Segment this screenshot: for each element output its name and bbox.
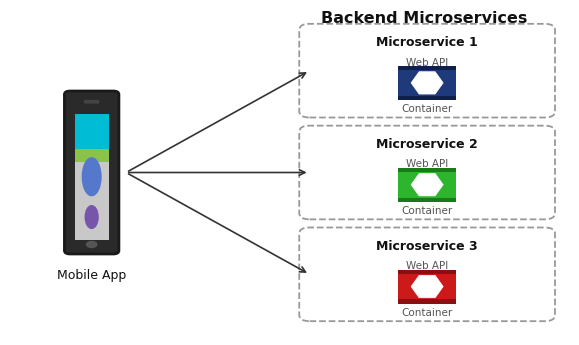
- FancyBboxPatch shape: [84, 100, 99, 104]
- Text: Container: Container: [401, 206, 453, 216]
- Circle shape: [86, 241, 97, 247]
- Text: Web API: Web API: [406, 261, 448, 271]
- Polygon shape: [411, 275, 443, 298]
- FancyBboxPatch shape: [398, 168, 456, 202]
- Ellipse shape: [82, 158, 101, 196]
- Text: Web API: Web API: [406, 159, 448, 169]
- FancyBboxPatch shape: [75, 149, 109, 161]
- FancyBboxPatch shape: [398, 96, 456, 100]
- FancyBboxPatch shape: [398, 269, 456, 274]
- Text: Container: Container: [401, 308, 453, 318]
- FancyBboxPatch shape: [398, 269, 456, 304]
- Text: Microservice 2: Microservice 2: [376, 138, 478, 151]
- FancyBboxPatch shape: [398, 198, 456, 202]
- FancyBboxPatch shape: [299, 126, 555, 219]
- Text: Container: Container: [401, 104, 453, 114]
- Ellipse shape: [85, 206, 98, 228]
- Polygon shape: [411, 174, 443, 196]
- FancyBboxPatch shape: [398, 168, 456, 172]
- FancyBboxPatch shape: [398, 66, 456, 100]
- Polygon shape: [411, 72, 443, 94]
- Text: Web API: Web API: [406, 58, 448, 68]
- Text: Backend Microservices: Backend Microservices: [321, 11, 527, 26]
- FancyBboxPatch shape: [64, 91, 119, 254]
- FancyBboxPatch shape: [299, 24, 555, 118]
- Text: Microservice 3: Microservice 3: [376, 240, 478, 253]
- FancyBboxPatch shape: [75, 114, 109, 149]
- FancyBboxPatch shape: [398, 299, 456, 304]
- Text: Microservice 1: Microservice 1: [376, 36, 478, 49]
- Text: Mobile App: Mobile App: [57, 269, 126, 282]
- FancyBboxPatch shape: [299, 227, 555, 321]
- FancyBboxPatch shape: [75, 114, 109, 240]
- FancyBboxPatch shape: [398, 66, 456, 70]
